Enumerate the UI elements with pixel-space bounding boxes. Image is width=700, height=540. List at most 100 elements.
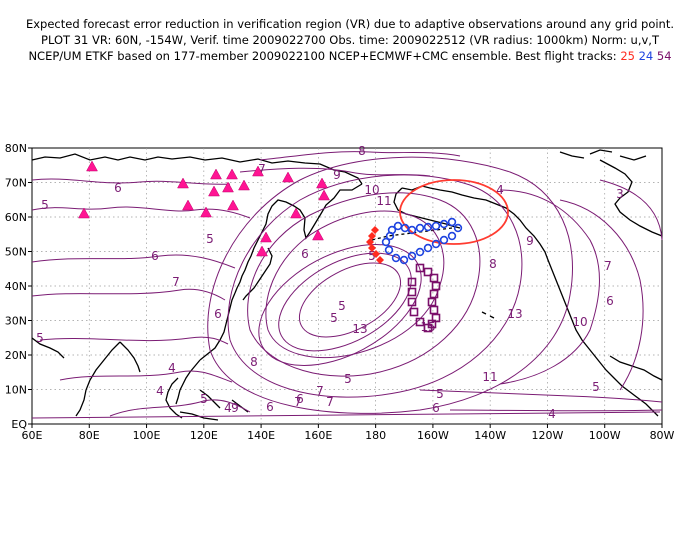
- contour-7: [227, 174, 523, 398]
- contour-label: 4: [496, 183, 504, 197]
- track-24-point: [423, 222, 433, 232]
- x-tick-label: 60E: [22, 429, 43, 442]
- verification-region-circle: [399, 179, 509, 245]
- track-25-point: [376, 256, 384, 264]
- y-tick-label: EQ: [11, 418, 27, 431]
- contour-label: 5: [41, 198, 49, 212]
- contour-11: [258, 244, 422, 366]
- x-tick-label: 120E: [190, 429, 218, 442]
- axis-ticks: [28, 147, 663, 428]
- track-24-label: 24: [638, 49, 654, 63]
- site-triangle: [222, 181, 234, 193]
- contour-label: 6: [606, 294, 614, 308]
- track-24-point: [407, 225, 417, 235]
- track-24-point: [381, 237, 391, 247]
- contour-label: 10: [572, 315, 587, 329]
- contour-label: 5: [338, 299, 346, 313]
- y-tick-label: 20N: [5, 349, 27, 362]
- site-triangle: [260, 231, 272, 243]
- contour-9-east: [499, 189, 600, 385]
- x-tick-label: 100E: [133, 429, 161, 442]
- track-24-point: [415, 247, 425, 257]
- contour-9: [265, 210, 445, 359]
- se-asia-coast: [175, 359, 201, 405]
- contour-label: 4: [548, 407, 556, 421]
- track-54-point: [429, 273, 439, 283]
- contour-label: 9: [231, 401, 239, 415]
- new-guinea: [231, 399, 249, 413]
- contour-7-south: [109, 399, 251, 417]
- contour-label: 7: [326, 395, 334, 409]
- y-tick-label: 30N: [5, 315, 27, 328]
- track-24-point: [384, 245, 394, 255]
- contour-label: 7: [604, 259, 612, 273]
- x-tick-label: 120W: [532, 429, 564, 442]
- track-25: [366, 226, 384, 264]
- track-25-point: [371, 226, 379, 234]
- contour-3-east: [449, 409, 663, 412]
- contour-label: 5: [368, 249, 376, 263]
- china-korea-coast: [199, 292, 236, 361]
- contour-label: 9: [526, 234, 534, 248]
- contour-label: 6: [432, 401, 440, 415]
- arctic-island-3: [619, 155, 647, 161]
- contour-label: 7: [172, 275, 180, 289]
- x-tick-label: 180: [365, 429, 386, 442]
- contour-label: 4: [224, 401, 232, 415]
- y-tick-label: 70N: [5, 177, 27, 190]
- contour-6-asia: [31, 178, 231, 185]
- site-triangle: [78, 207, 90, 219]
- contour-label: 6: [301, 247, 309, 261]
- track-54-point: [423, 323, 433, 333]
- hawaii: [481, 311, 495, 319]
- contour-label: 6: [114, 181, 122, 195]
- na-west-coast: [544, 251, 659, 417]
- arctic-island-1: [559, 151, 585, 159]
- site-triangle: [208, 185, 220, 197]
- site-triangle: [316, 177, 328, 189]
- title-line-3: NCEP/UM ETKF based on 177-member 2009022…: [0, 48, 700, 64]
- site-triangle: [252, 165, 264, 177]
- track-24: [381, 217, 463, 265]
- track-54-point: [415, 263, 425, 273]
- contour-6-china: [31, 288, 226, 301]
- contour-5-south: [59, 370, 233, 383]
- hudson-bay: [599, 159, 663, 237]
- contour-7-north: [239, 167, 431, 177]
- track-24-point: [415, 223, 425, 233]
- contour-label: 6: [266, 400, 274, 414]
- site-triangle: [256, 245, 268, 257]
- track-54: [407, 263, 441, 333]
- track-54-point: [423, 267, 433, 277]
- site-triangle: [312, 229, 324, 241]
- contour-label: 5: [200, 392, 208, 406]
- contour-label: 4: [156, 384, 164, 398]
- track-24-point: [439, 235, 449, 245]
- track-24-point: [385, 231, 395, 241]
- arctic-island-2: [589, 149, 613, 155]
- contour-13: [278, 252, 412, 352]
- title-line-2: PLOT 31 VR: 60N, -154W, Verif. time 2009…: [41, 33, 659, 47]
- track-54-point: [407, 277, 417, 287]
- track-54-point: [407, 287, 417, 297]
- contour-6-east: [599, 179, 663, 241]
- track-24-point: [447, 217, 457, 227]
- contour-4-india: [39, 336, 229, 345]
- site-triangle: [282, 171, 294, 183]
- site-triangle: [226, 168, 238, 180]
- contour-label: 10: [364, 183, 379, 197]
- contour-label: 6: [296, 392, 304, 406]
- japan: [242, 247, 273, 301]
- alaska-coast: [401, 185, 546, 253]
- contour-label: 5: [206, 232, 214, 246]
- contour-8-north: [259, 151, 461, 161]
- track-24-point: [391, 253, 401, 263]
- track-25-label: 25: [620, 49, 635, 63]
- track-54-point: [429, 305, 439, 315]
- track-54-label: 54: [656, 49, 672, 63]
- track-24-point: [407, 251, 417, 261]
- x-tick-label: 80W: [650, 429, 675, 442]
- track-54-point: [407, 297, 417, 307]
- site-triangle: [290, 207, 302, 219]
